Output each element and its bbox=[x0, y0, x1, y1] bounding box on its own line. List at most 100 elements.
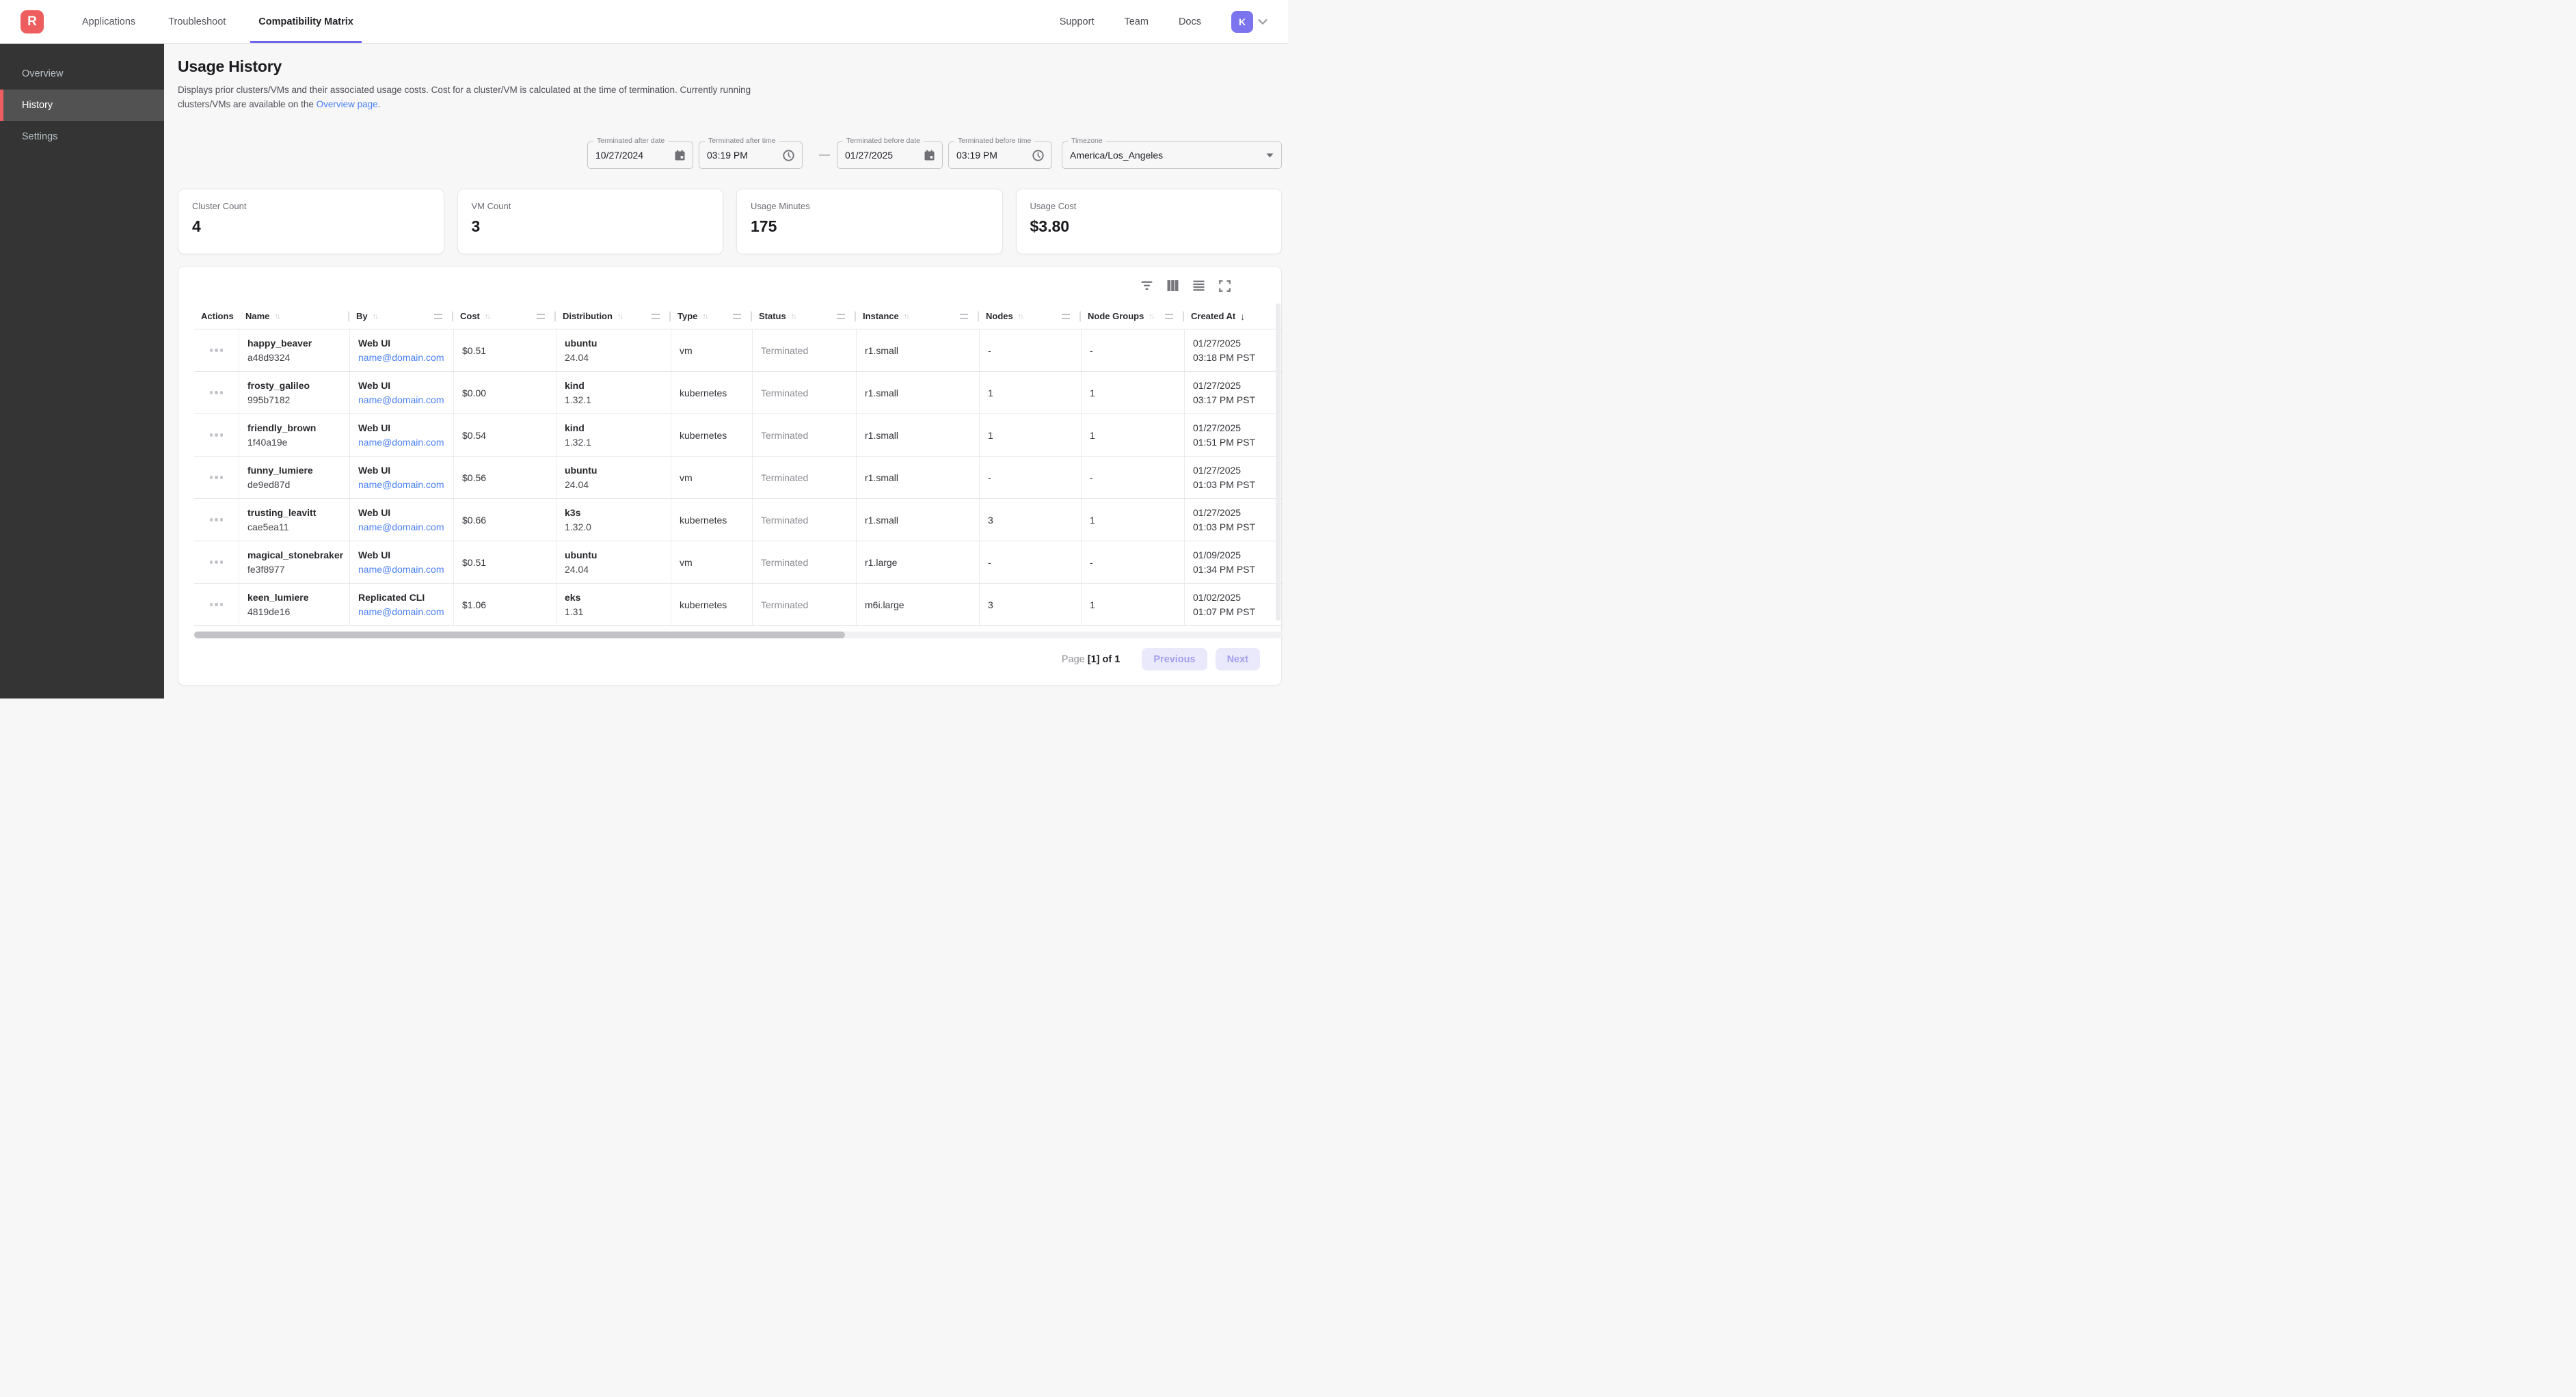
nodes-cell: 3 bbox=[979, 584, 1081, 625]
column-resize-handle[interactable] bbox=[837, 313, 845, 319]
account-menu-button[interactable]: K bbox=[1231, 10, 1267, 33]
terminated-after-time-field[interactable]: Terminated after time 03:19 PM bbox=[699, 137, 803, 169]
created-date: 01/27/2025 bbox=[1193, 507, 1242, 518]
sidebar-item-settings[interactable]: Settings bbox=[22, 131, 58, 142]
column-header-label: Actions bbox=[201, 311, 234, 321]
column-resize-handle[interactable] bbox=[537, 313, 545, 319]
page-value: [1] of 1 bbox=[1087, 653, 1121, 665]
column-header-node-groups[interactable]: Node Groups ↑↓ bbox=[1081, 303, 1184, 329]
terminated-after-date-value[interactable]: 10/27/2024 bbox=[595, 150, 644, 161]
column-header-label: Type bbox=[677, 311, 698, 321]
instance-value: r1.small bbox=[865, 472, 899, 483]
dot-icon bbox=[209, 476, 213, 479]
cost-value: $0.00 bbox=[462, 387, 487, 398]
column-resize-handle[interactable] bbox=[1165, 313, 1173, 319]
by-email: name@domain.com bbox=[358, 564, 448, 575]
nav-link-team[interactable]: Team bbox=[1124, 16, 1149, 27]
row-actions-button[interactable] bbox=[194, 541, 239, 583]
density-icon[interactable] bbox=[1193, 280, 1205, 291]
sidebar-item-overview[interactable]: Overview bbox=[22, 68, 64, 79]
column-header-distribution[interactable]: Distribution ↑↓ bbox=[556, 303, 671, 329]
by-email: name@domain.com bbox=[358, 352, 448, 363]
column-resize-handle[interactable] bbox=[960, 313, 968, 319]
cost-value: $0.51 bbox=[462, 344, 487, 356]
row-actions-button[interactable] bbox=[194, 372, 239, 413]
cost-value: $0.66 bbox=[462, 514, 487, 526]
distribution-version: 24.04 bbox=[565, 564, 589, 575]
type-value: kubernetes bbox=[680, 387, 727, 398]
nodes-cell: - bbox=[979, 457, 1081, 498]
column-header-label: Status bbox=[759, 311, 786, 321]
vertical-scrollbar[interactable] bbox=[1276, 303, 1280, 621]
column-header-created-at[interactable]: Created At ↓ bbox=[1184, 303, 1283, 329]
by-email-link[interactable]: name@domain.com bbox=[358, 521, 444, 532]
tab-applications[interactable]: Applications bbox=[82, 16, 136, 27]
by-email-link[interactable]: name@domain.com bbox=[358, 394, 444, 405]
nav-link-docs[interactable]: Docs bbox=[1178, 16, 1201, 27]
page-title: Usage History bbox=[178, 57, 282, 75]
terminated-before-time-field[interactable]: Terminated before time 03:19 PM bbox=[948, 137, 1052, 169]
columns-icon[interactable] bbox=[1167, 280, 1179, 291]
created-at-cell: 01/27/2025 03:17 PM PST bbox=[1184, 372, 1283, 413]
created-time: 01:34 PM PST bbox=[1193, 564, 1256, 575]
tab-troubleshoot[interactable]: Troubleshoot bbox=[168, 16, 226, 27]
timezone-value[interactable]: America/Los_Angeles bbox=[1070, 150, 1164, 161]
column-header-label: By bbox=[356, 311, 368, 321]
row-actions-button[interactable] bbox=[194, 584, 239, 625]
terminated-before-date-field[interactable]: Terminated before date 01/27/2025 bbox=[837, 137, 943, 169]
distribution-cell: k3s 1.32.0 bbox=[556, 499, 671, 541]
timezone-select[interactable]: Timezone America/Los_Angeles bbox=[1062, 137, 1282, 169]
by-email-link[interactable]: name@domain.com bbox=[358, 564, 444, 575]
calendar-icon[interactable] bbox=[675, 150, 685, 161]
column-header-name[interactable]: Name ↑↓ bbox=[239, 303, 349, 329]
column-resize-handle[interactable] bbox=[733, 313, 741, 319]
terminated-before-time-value[interactable]: 03:19 PM bbox=[956, 150, 997, 161]
row-actions-button[interactable] bbox=[194, 457, 239, 498]
sidebar-item-history[interactable]: History bbox=[0, 90, 164, 121]
previous-page-button[interactable]: Previous bbox=[1142, 648, 1207, 670]
overview-page-link[interactable]: Overview page bbox=[316, 99, 378, 109]
distribution-name: kind bbox=[565, 380, 585, 391]
row-actions-button[interactable] bbox=[194, 499, 239, 541]
calendar-icon[interactable] bbox=[924, 150, 935, 161]
by-email-link[interactable]: name@domain.com bbox=[358, 352, 444, 363]
dot-icon bbox=[215, 560, 218, 564]
column-resize-handle[interactable] bbox=[434, 313, 442, 319]
nav-link-support[interactable]: Support bbox=[1059, 16, 1095, 27]
table-body: happy_beaver a48d9324 Web UI name@domain.co… bbox=[194, 329, 1283, 626]
clock-icon[interactable] bbox=[783, 149, 794, 161]
clock-icon[interactable] bbox=[1032, 149, 1044, 161]
table-toolbar bbox=[178, 276, 1281, 295]
by-email-link[interactable]: name@domain.com bbox=[358, 437, 444, 448]
node-groups-cell: - bbox=[1081, 457, 1184, 498]
terminated-after-date-field[interactable]: Terminated after date 10/27/2024 bbox=[587, 137, 693, 169]
stat-value: 175 bbox=[751, 217, 777, 235]
column-header-cost[interactable]: Cost ↑↓ bbox=[453, 303, 556, 329]
status-badge: Terminated bbox=[761, 556, 809, 568]
by-email-link[interactable]: name@domain.com bbox=[358, 606, 444, 617]
by-email-link[interactable]: name@domain.com bbox=[358, 479, 444, 490]
column-header-by[interactable]: By ↑↓ bbox=[349, 303, 453, 329]
fullscreen-icon[interactable] bbox=[1219, 280, 1231, 292]
column-header-type[interactable]: Type ↑↓ bbox=[671, 303, 752, 329]
column-header-nodes[interactable]: Nodes ↑↓ bbox=[979, 303, 1081, 329]
column-header-status[interactable]: Status ↑↓ bbox=[752, 303, 856, 329]
row-actions-button[interactable] bbox=[194, 329, 239, 371]
column-resize-handle[interactable] bbox=[652, 313, 660, 319]
cluster-name: friendly_brown bbox=[247, 422, 317, 433]
tab-compatibility-matrix[interactable]: Compatibility Matrix bbox=[250, 0, 362, 43]
avatar: K bbox=[1231, 10, 1253, 33]
horizontal-scrollbar-thumb[interactable] bbox=[194, 632, 845, 638]
next-page-button[interactable]: Next bbox=[1215, 648, 1260, 670]
terminated-before-date-value[interactable]: 01/27/2025 bbox=[845, 150, 894, 161]
row-actions-button[interactable] bbox=[194, 414, 239, 456]
column-resize-handle[interactable] bbox=[1062, 313, 1070, 319]
cost-cell: $0.56 bbox=[453, 457, 556, 498]
table-header-row: Actions Name ↑↓ By ↑↓ Cost ↑↓ Distribution ↑↓ Typ… bbox=[194, 303, 1283, 329]
filter-icon[interactable] bbox=[1141, 281, 1153, 290]
replicated-logo[interactable]: R bbox=[21, 10, 44, 33]
column-header-instance[interactable]: Instance ↑↓ bbox=[856, 303, 979, 329]
horizontal-scrollbar[interactable] bbox=[194, 632, 1283, 638]
terminated-after-time-value[interactable]: 03:19 PM bbox=[707, 150, 748, 161]
stat-card-usage-cost: Usage Cost $3.80 bbox=[1015, 189, 1282, 254]
